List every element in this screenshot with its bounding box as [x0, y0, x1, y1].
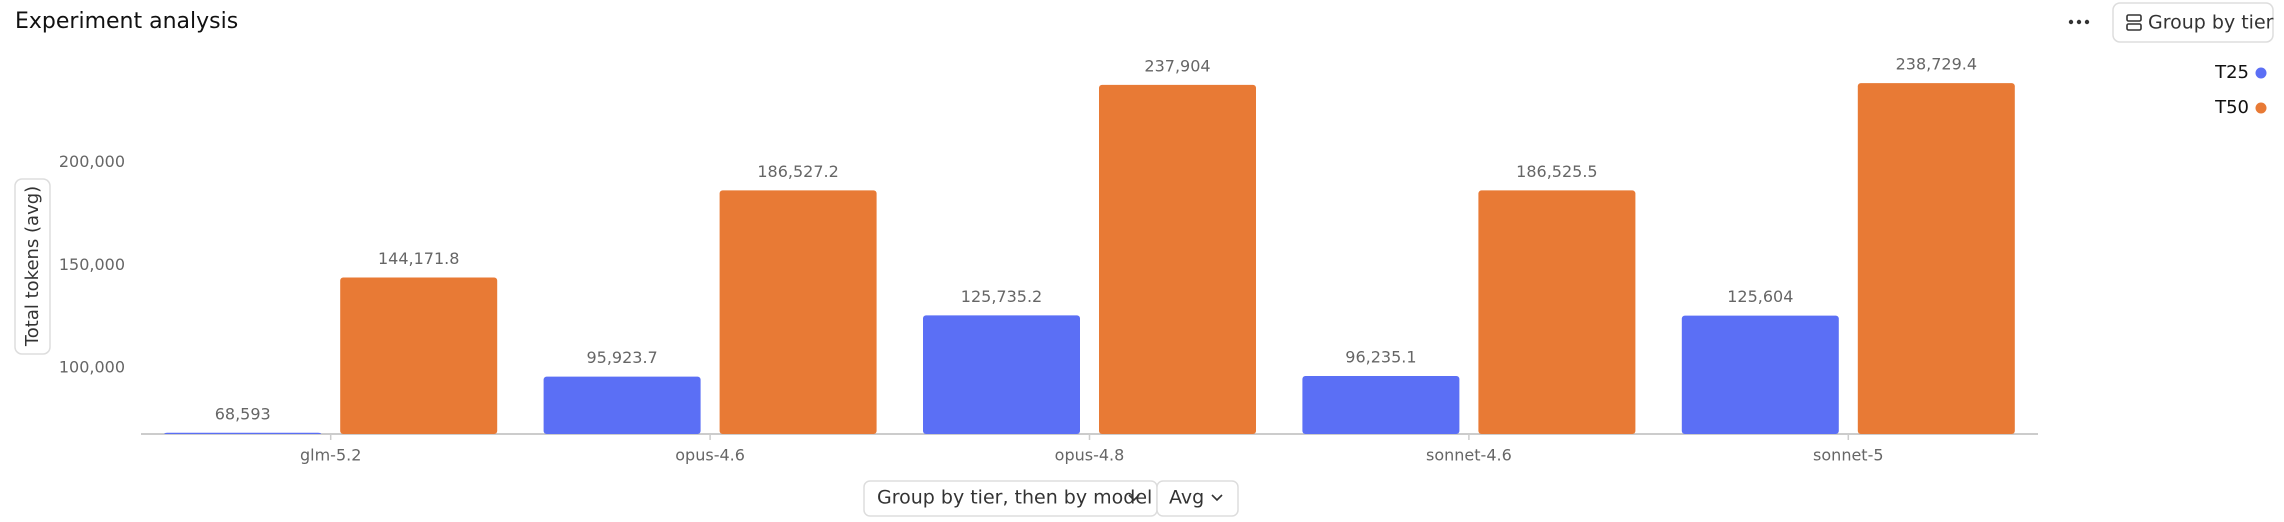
legend-label: T25	[2214, 62, 2249, 83]
x-tick-label: opus-4.8	[1055, 446, 1125, 465]
bar	[1302, 375, 1460, 434]
page-title: Experiment analysis	[15, 9, 238, 34]
y-tick-label: 200,000	[59, 152, 125, 171]
bar	[1857, 83, 2015, 434]
legend-swatch	[2255, 102, 2267, 114]
data-label: 125,735.2	[961, 287, 1042, 306]
data-label: 95,923.7	[586, 348, 657, 367]
aggregate-select-label: Avg	[1169, 487, 1204, 509]
group-button[interactable]: Group by tier	[2112, 2, 2274, 43]
x-tick-label: opus-4.6	[675, 446, 745, 465]
data-label: 125,604	[1727, 287, 1793, 306]
legend-label: T50	[2214, 97, 2249, 118]
legend-swatch	[2255, 67, 2267, 79]
y-axis-title-box: Total tokens (avg)	[14, 178, 51, 355]
group-select-label: Group by tier, then by model	[877, 487, 1152, 509]
x-tick-label: glm-5.2	[300, 446, 361, 465]
group-button-label: Group by tier	[2148, 12, 2274, 34]
bar	[1478, 190, 1636, 434]
data-label: 238,729.4	[1896, 55, 1977, 74]
data-label: 68,593	[215, 404, 271, 423]
bar	[719, 190, 877, 434]
data-label: 144,171.8	[378, 249, 459, 268]
bar	[923, 315, 1080, 434]
y-axis-title: Total tokens (avg)	[22, 186, 43, 347]
aggregate-select[interactable]: Avg	[1156, 480, 1239, 517]
y-tick-label: 150,000	[59, 255, 125, 274]
bar	[340, 277, 498, 434]
x-tick-label: sonnet-5	[1813, 446, 1883, 465]
y-tick-label: 100,000	[59, 358, 125, 377]
data-label: 186,525.5	[1516, 162, 1597, 181]
group-select[interactable]: Group by tier, then by model	[863, 480, 1158, 517]
more-button[interactable]	[2068, 19, 2090, 25]
x-tick-label: sonnet-4.6	[1426, 446, 1512, 465]
bar	[1681, 315, 1839, 434]
bar	[1099, 84, 1256, 434]
bar	[164, 432, 322, 434]
data-label: 96,235.1	[1345, 347, 1416, 366]
bar	[543, 376, 701, 434]
data-label: 186,527.2	[757, 162, 838, 181]
data-label: 237,904	[1144, 56, 1210, 75]
